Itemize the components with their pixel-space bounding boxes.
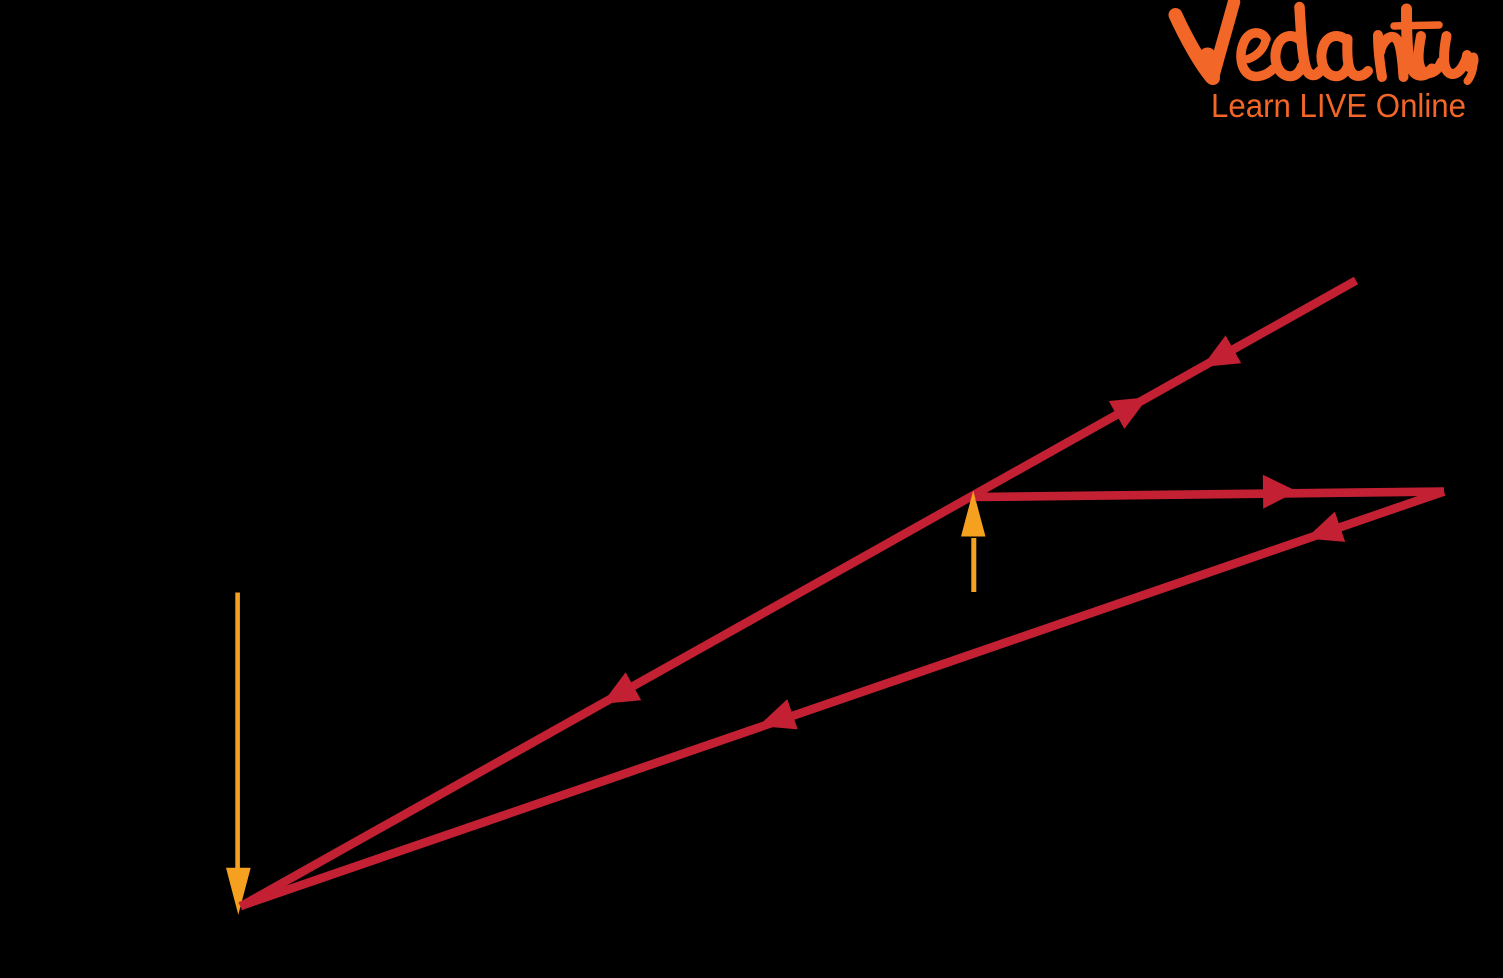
svg-text:Learn LIVE Online: Learn LIVE Online bbox=[1211, 87, 1466, 124]
